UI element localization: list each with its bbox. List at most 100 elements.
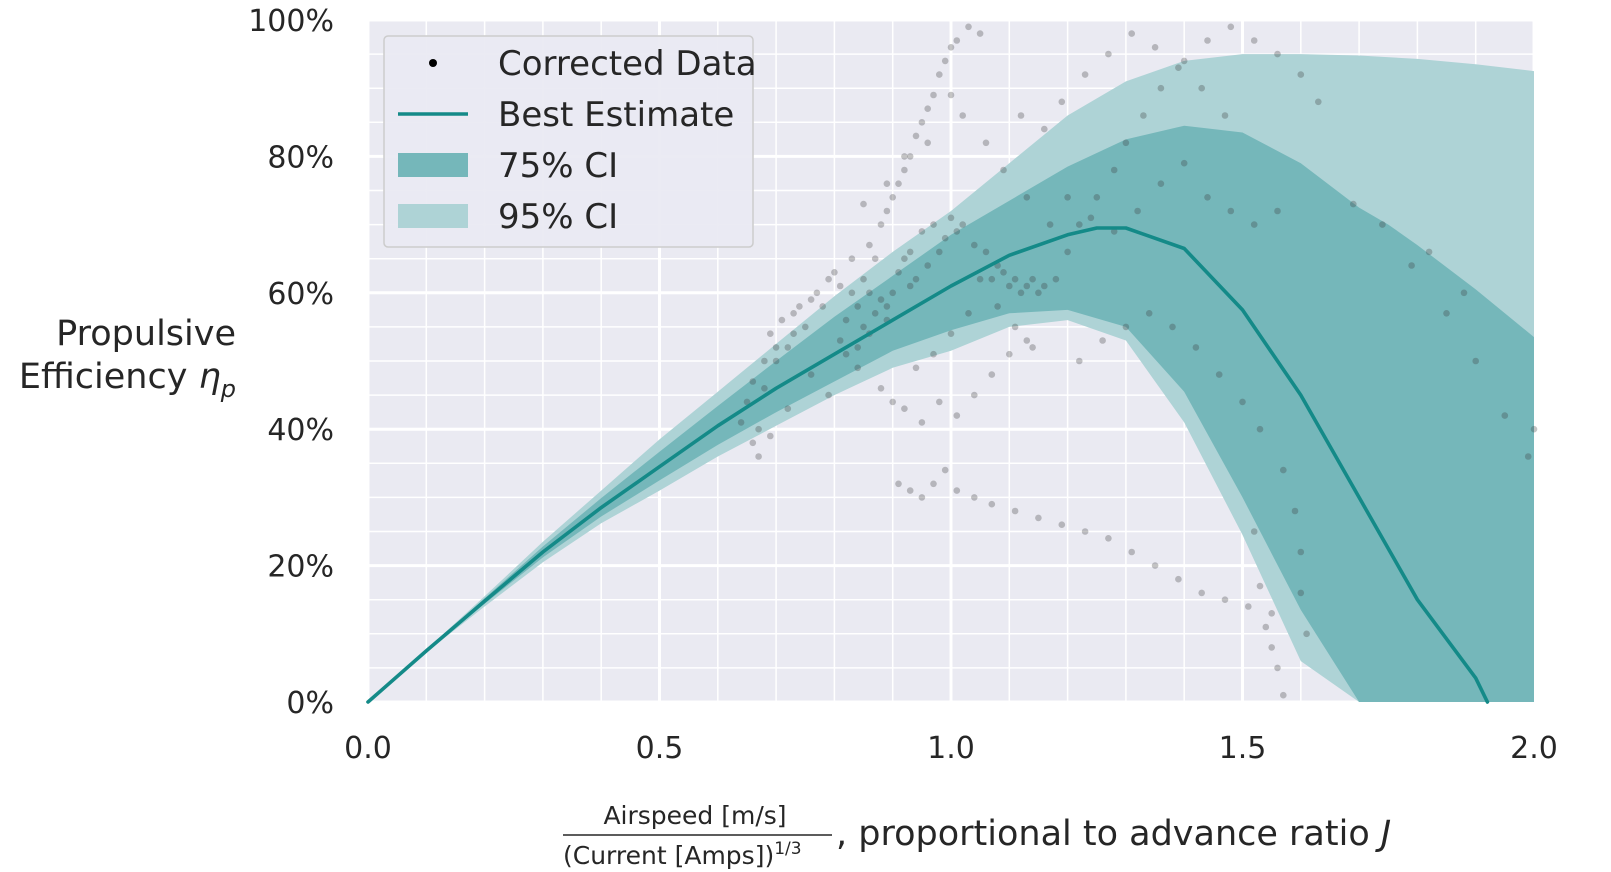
data-point	[825, 275, 832, 283]
data-point	[1303, 630, 1310, 638]
y-axis-ticks: 0% 20% 40% 60% 80% 100%	[248, 4, 334, 721]
data-point	[1006, 350, 1013, 358]
data-point	[877, 385, 885, 392]
data-point	[871, 310, 879, 317]
data-point	[1460, 289, 1468, 297]
data-point	[767, 432, 774, 440]
data-point	[1215, 371, 1223, 378]
data-point	[1274, 207, 1281, 215]
data-point	[947, 330, 955, 338]
data-point	[1262, 623, 1270, 631]
data-point	[737, 419, 745, 426]
y-tick-label: 60%	[267, 277, 334, 312]
x-axis-label-suffix: , proportional to advance ratio	[836, 814, 1381, 854]
data-point	[1250, 528, 1258, 535]
data-point	[854, 303, 861, 310]
data-point	[1274, 50, 1281, 58]
data-point	[918, 228, 926, 235]
data-point	[1530, 425, 1538, 433]
data-point	[1379, 221, 1386, 228]
data-point	[860, 275, 867, 283]
data-point	[1151, 562, 1159, 569]
x-tick-label: 0.0	[344, 731, 392, 766]
x-axis-label-numerator: Airspeed [m/s]	[603, 801, 786, 830]
data-point	[1058, 521, 1066, 528]
data-point	[1250, 221, 1258, 228]
data-point	[912, 275, 920, 283]
data-point	[790, 310, 797, 317]
data-point	[1000, 269, 1007, 276]
data-point	[883, 180, 891, 187]
data-point	[1076, 357, 1083, 365]
x-axis-label-denominator-text: (Current [Amps])	[563, 841, 774, 870]
data-point	[953, 228, 961, 235]
data-point	[1443, 310, 1450, 317]
legend-label: 95% CI	[498, 197, 618, 237]
data-point	[842, 350, 850, 358]
data-point	[901, 255, 908, 262]
data-point	[761, 385, 768, 392]
data-point	[1105, 50, 1112, 58]
data-point	[860, 200, 867, 208]
legend: Corrected Data Best Estimate 75% CI 95% CI	[383, 35, 757, 248]
y-tick-label: 80%	[267, 140, 334, 175]
data-point	[1250, 37, 1258, 44]
data-point	[755, 453, 762, 460]
data-point	[1274, 664, 1281, 672]
data-point	[1081, 71, 1089, 78]
data-point	[1198, 84, 1205, 92]
data-point	[790, 330, 797, 338]
data-point	[906, 487, 914, 494]
confidence-bands	[368, 54, 1534, 703]
data-point	[918, 494, 926, 501]
data-point	[784, 405, 792, 413]
data-point	[778, 316, 786, 324]
data-point	[1140, 112, 1147, 119]
data-point	[953, 37, 961, 44]
data-point	[1268, 610, 1275, 617]
data-point	[866, 241, 873, 249]
data-point	[1035, 289, 1042, 297]
data-point	[1064, 248, 1071, 256]
data-point	[901, 405, 908, 413]
data-point	[1105, 535, 1112, 542]
data-point	[1058, 98, 1066, 106]
data-point	[1064, 194, 1071, 201]
data-point	[1227, 207, 1235, 215]
data-point	[1023, 282, 1031, 290]
data-point	[906, 248, 914, 256]
data-point	[807, 371, 815, 378]
data-point	[1041, 282, 1048, 290]
data-point	[1204, 37, 1211, 44]
data-point	[1180, 57, 1188, 65]
data-point	[1297, 71, 1305, 78]
data-point	[988, 275, 996, 283]
data-point	[836, 282, 844, 290]
data-point	[1000, 166, 1007, 174]
data-point	[930, 480, 937, 488]
data-point	[1169, 323, 1176, 331]
data-point	[994, 303, 1001, 310]
data-point	[854, 364, 861, 372]
data-point	[924, 105, 931, 112]
data-point	[1239, 398, 1246, 406]
data-point	[860, 323, 867, 331]
data-point	[976, 275, 984, 283]
data-point	[959, 112, 966, 119]
data-point	[1157, 84, 1165, 92]
data-point	[901, 153, 908, 160]
data-point	[953, 412, 961, 419]
data-point	[889, 289, 896, 297]
data-point	[1151, 44, 1159, 51]
data-point	[1029, 275, 1036, 283]
data-point	[1245, 603, 1252, 610]
data-point	[1227, 23, 1235, 31]
data-point	[918, 419, 926, 426]
legend-label: Best Estimate	[498, 95, 734, 135]
data-point	[767, 330, 774, 338]
data-point	[959, 221, 966, 228]
data-point	[941, 234, 949, 242]
data-point	[1052, 275, 1060, 283]
data-point	[1087, 214, 1095, 222]
